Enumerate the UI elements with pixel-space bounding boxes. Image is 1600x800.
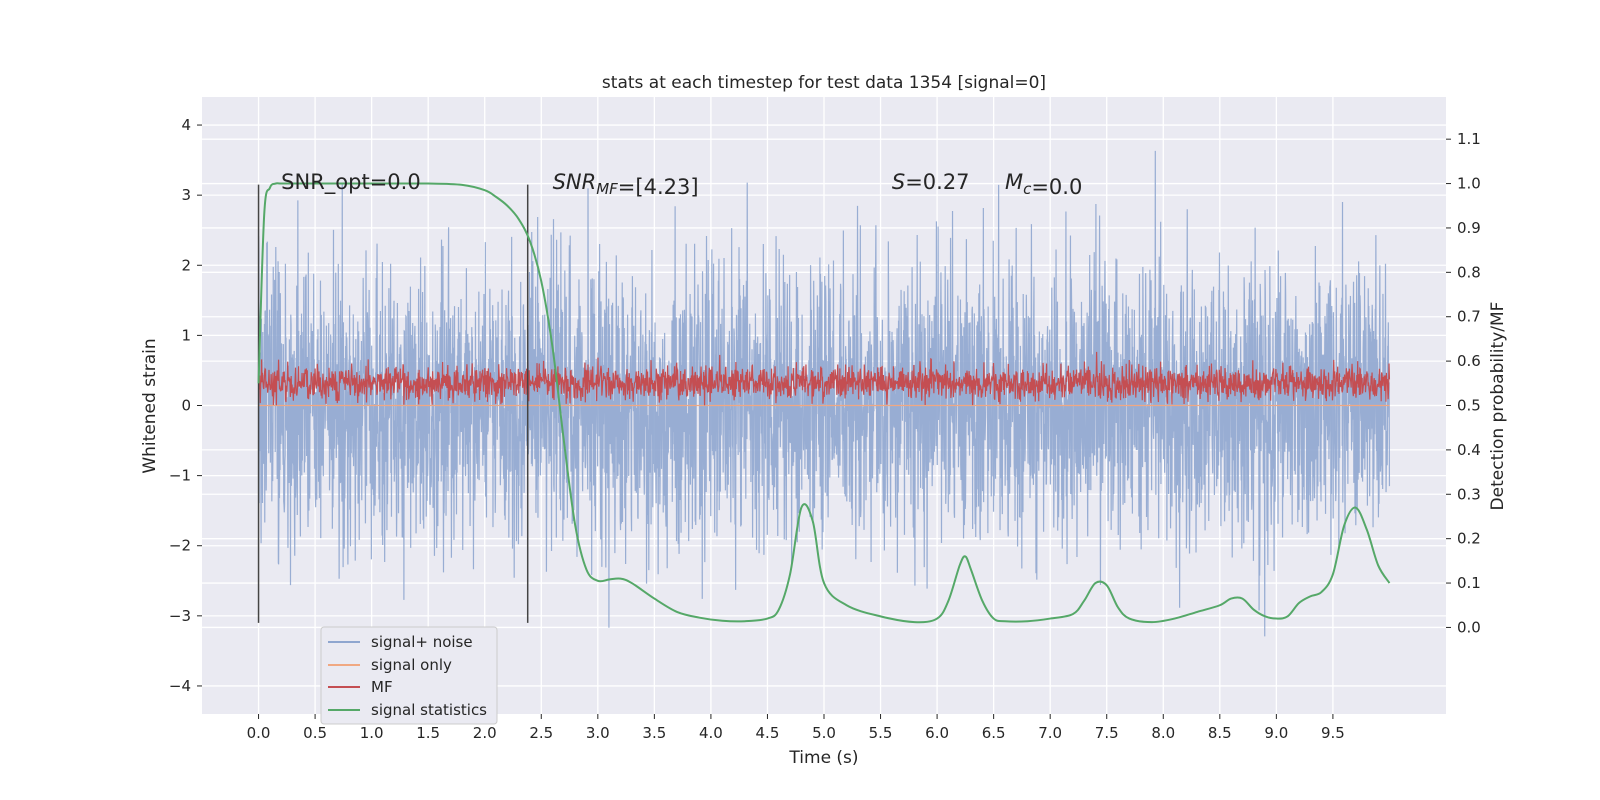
x-tick-label-19: 9.5 — [1321, 724, 1345, 742]
x-tick-label-15: 7.5 — [1095, 724, 1119, 742]
x-tick-label-9: 4.5 — [756, 724, 780, 742]
x-tick-label-11: 5.5 — [869, 724, 893, 742]
legend: signal+ noise signal only MF signal stat… — [320, 626, 498, 725]
annotation-s_val: S=0.27 — [892, 170, 970, 194]
x-tick-label-13: 6.5 — [982, 724, 1006, 742]
annotations: SNR_opt=0.0 SNRMF=[4.23] S=0.27 Mc=0.0 — [281, 170, 1082, 199]
legend-label-mf: MF — [371, 678, 393, 696]
x-tick-label-6: 3.0 — [586, 724, 610, 742]
y-right-tick-label-1: 1.0 — [1457, 175, 1481, 193]
series-signal-statistics — [257, 182, 1391, 624]
y-tick-label-1: 3 — [181, 186, 191, 204]
mf-line — [257, 351, 1391, 406]
y-right-tick-label-8: 0.3 — [1457, 485, 1481, 503]
y-tick-label-8: −4 — [169, 677, 191, 695]
y-tick-label-5: −1 — [169, 467, 191, 485]
x-tick-label-4: 2.0 — [473, 724, 497, 742]
y-right-tick-label-10: 0.1 — [1457, 574, 1481, 592]
x-tick-label-5: 2.5 — [529, 724, 553, 742]
series-mf — [257, 351, 1391, 406]
x-tick-label-14: 7.0 — [1038, 724, 1062, 742]
x-tick-label-17: 8.5 — [1208, 724, 1232, 742]
x-tick-label-16: 8.0 — [1151, 724, 1175, 742]
y-tick-label-7: −3 — [169, 607, 191, 625]
x-tick-label-1: 0.5 — [303, 724, 327, 742]
x-tick-label-8: 4.0 — [699, 724, 723, 742]
x-tick-label-18: 9.0 — [1264, 724, 1288, 742]
y-right-tick-label-9: 0.2 — [1457, 530, 1481, 548]
x-tick-label-0: 0.0 — [247, 724, 271, 742]
x-axis-ticks: 0.0 0.5 1.0 1.5 2.0 2.5 3.0 3.5 4.0 4.5 5.0 5.5 6.0 6… — [247, 714, 1345, 742]
x-tick-label-3: 1.5 — [416, 724, 440, 742]
annotation-mc_val: Mc=0.0 — [1005, 170, 1082, 199]
x-tick-label-7: 3.5 — [642, 724, 666, 742]
legend-label-signal-statistics: signal statistics — [371, 701, 487, 719]
annotation-snr_mf: SNRMF=[4.23] — [553, 170, 699, 199]
y-right-tick-label-3: 0.8 — [1457, 263, 1481, 281]
y-tick-label-4: 0 — [181, 397, 191, 415]
y-right-tick-label-11: 0.0 — [1457, 618, 1481, 636]
y-tick-label-0: 4 — [181, 116, 191, 134]
y-tick-label-3: 1 — [181, 326, 191, 344]
vlines — [257, 184, 529, 623]
y-tick-label-2: 2 — [181, 256, 191, 274]
y-right-tick-label-7: 0.4 — [1457, 441, 1481, 459]
y-right-tick-label-2: 0.9 — [1457, 219, 1481, 237]
annotation-snr_opt: SNR_opt=0.0 — [281, 170, 421, 195]
y-right-tick-label-0: 1.1 — [1457, 130, 1481, 148]
y-axis-ticks: 4 3 2 1 0 −1 −2 −3 −4 — [169, 116, 202, 695]
y-right-axis-label: Detection probability/MF — [1488, 302, 1508, 511]
x-axis-label: Time (s) — [788, 748, 858, 768]
x-tick-label-2: 1.0 — [360, 724, 384, 742]
legend-label-signal-only: signal only — [371, 656, 452, 674]
legend-label-signal-noise: signal+ noise — [371, 633, 473, 651]
y-axis-label: Whitened strain — [140, 338, 160, 473]
y-tick-label-6: −2 — [169, 537, 191, 555]
chart-title: stats at each timestep for test data 135… — [602, 73, 1046, 93]
y-right-axis-ticks: 1.1 1.0 0.9 0.8 0.7 0.6 0.5 0.4 0.3 0.2 0.1 0.0 — [1446, 130, 1481, 636]
signal-statistics-line — [257, 182, 1391, 624]
y-right-tick-label-5: 0.6 — [1457, 352, 1481, 370]
legend-box — [320, 626, 498, 725]
y-right-tick-label-4: 0.7 — [1457, 308, 1481, 326]
x-tick-label-12: 6.0 — [925, 724, 949, 742]
y-right-tick-label-6: 0.5 — [1457, 397, 1481, 415]
x-tick-label-10: 5.0 — [812, 724, 836, 742]
